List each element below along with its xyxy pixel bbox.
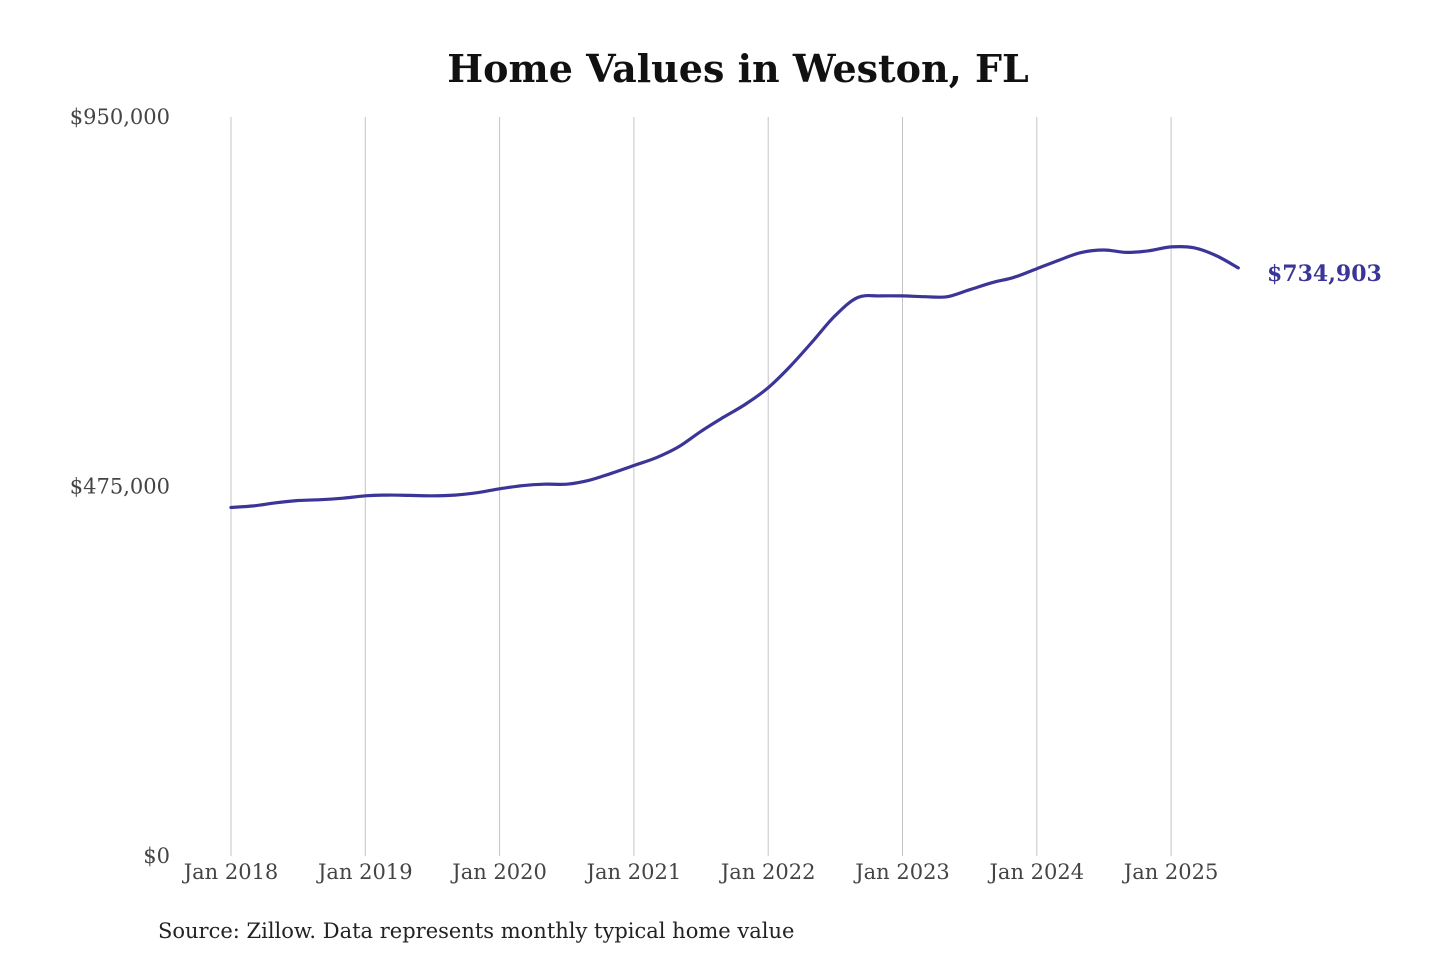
series-layer (229, 244, 1240, 510)
chart-title: Home Values in Weston, FL (447, 46, 1028, 91)
x-tick-label: Jan 2019 (316, 860, 413, 884)
x-tick-label: Jan 2024 (988, 860, 1085, 884)
x-tick-label: Jan 2020 (450, 860, 547, 884)
y-tick-label: $0 (143, 844, 170, 868)
x-axis-tick-labels: Jan 2018 Jan 2019 Jan 2020 Jan 2021 Jan 2022… (182, 860, 1219, 884)
end-value-label: $734,903 (1267, 261, 1382, 287)
y-tick-label: $950,000 (70, 105, 170, 129)
gridlines (230, 117, 1172, 856)
home-value-line (229, 244, 1240, 510)
y-axis-tick-labels: $0 $475,000 $950,000 (70, 105, 170, 868)
x-tick-label: Jan 2025 (1122, 860, 1219, 884)
y-tick-label: $475,000 (70, 475, 170, 499)
x-tick-label: Jan 2021 (585, 860, 682, 884)
source-note: Source: Zillow. Data represents monthly … (158, 919, 794, 943)
x-tick-label: Jan 2023 (853, 860, 950, 884)
x-tick-label: Jan 2022 (719, 860, 816, 884)
x-tick-label: Jan 2018 (182, 860, 279, 884)
